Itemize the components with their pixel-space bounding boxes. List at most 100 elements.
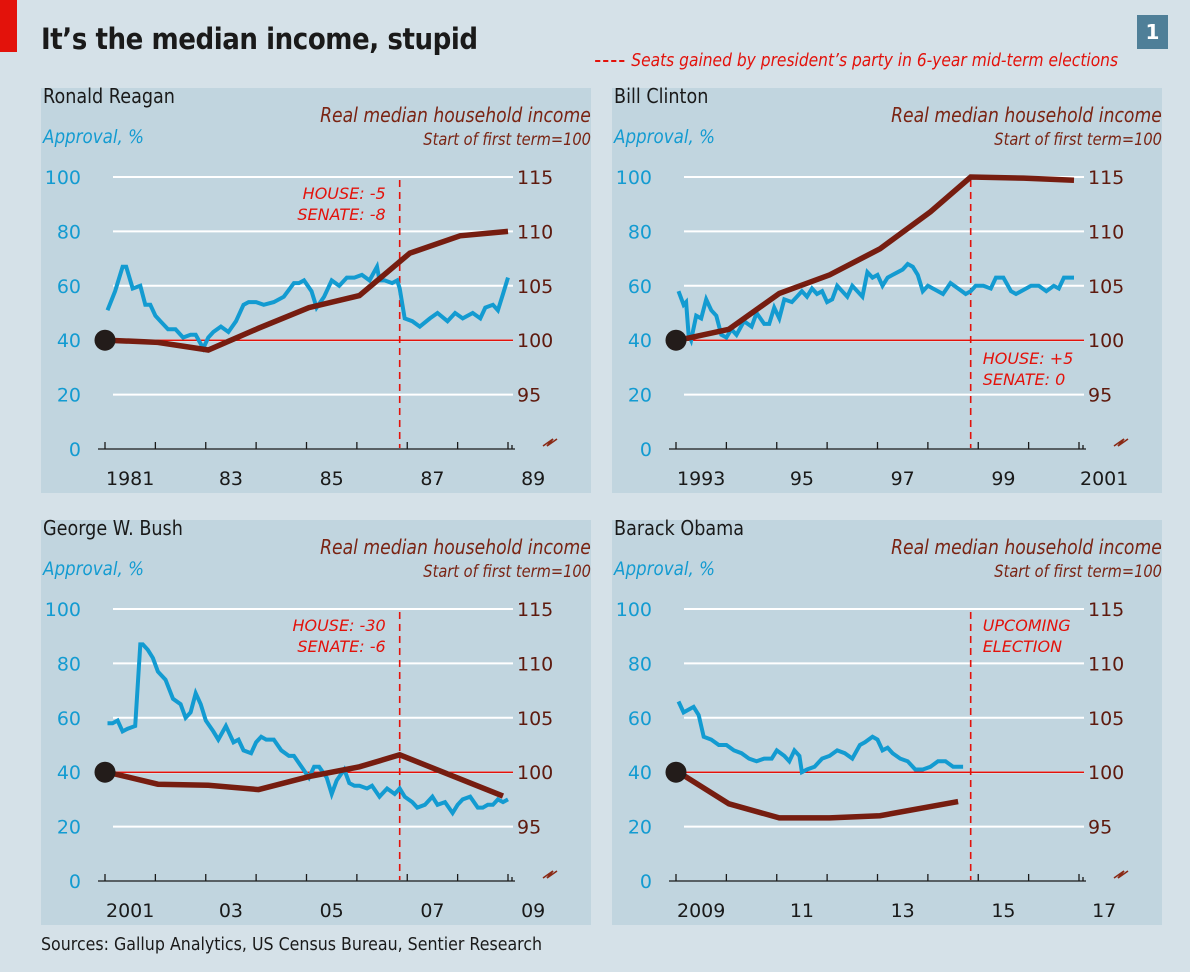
right-tick-label: 95 (517, 385, 541, 407)
election-annotation: HOUSE: -5 (303, 184, 386, 203)
right-tick-label: 105 (1088, 276, 1124, 298)
x-tick-label: 17 (1092, 900, 1116, 922)
right-tick-label: 110 (517, 653, 553, 675)
left-tick-label: 60 (57, 276, 81, 298)
income-axis-label: Real median household income (891, 535, 1162, 559)
panel-reagan: Ronald Reagan Approval, % Real median hous… (41, 84, 591, 493)
election-annotation: SENATE: -6 (297, 637, 385, 656)
approval-axis-label: Approval, % (614, 558, 716, 580)
president-name: Barack Obama (614, 516, 745, 540)
left-tick-label: 80 (628, 653, 652, 675)
panel-clinton: Bill Clinton Approval, % Real median house… (612, 84, 1162, 493)
right-tick-label: 100 (517, 762, 553, 784)
x-tick-label: 03 (219, 900, 243, 922)
approval-series-line (107, 642, 509, 817)
brand-bar (0, 0, 17, 52)
income-series-line (107, 228, 509, 353)
election-annotation: HOUSE: +5 (983, 349, 1074, 368)
election-annotation: SENATE: -8 (297, 205, 385, 224)
approval-axis-label: Approval, % (43, 558, 145, 580)
left-tick-label: 20 (57, 817, 81, 839)
left-tick-label: 40 (57, 330, 81, 352)
election-annotation: HOUSE: -30 (292, 616, 385, 635)
election-annotation: UPCOMING (983, 616, 1071, 635)
income-axis-label: Real median household income (891, 103, 1162, 127)
left-tick-label: 40 (57, 762, 81, 784)
right-tick-label: 100 (1088, 330, 1124, 352)
right-tick-label: 115 (517, 599, 553, 621)
right-tick-label: 115 (1088, 167, 1124, 189)
income-series-line (677, 769, 959, 821)
left-tick-label: 0 (69, 439, 81, 461)
left-tick-label: 20 (628, 385, 652, 407)
x-tick-label: 97 (891, 468, 915, 490)
x-tick-label: 07 (420, 900, 444, 922)
approval-series-line (105, 260, 510, 353)
right-tick-label: 95 (1088, 385, 1112, 407)
x-tick-label: 11 (790, 900, 814, 922)
axis-break-icon (542, 438, 558, 447)
left-tick-label: 100 (616, 599, 652, 621)
x-tick-label: 2001 (1080, 468, 1128, 490)
income-axis-sublabel: Start of first term=100 (994, 130, 1162, 150)
left-tick-label: 20 (57, 385, 81, 407)
right-tick-label: 115 (1088, 599, 1124, 621)
legend-label: Seats gained by president’s party in 6-y… (631, 50, 1118, 71)
income-axis-sublabel: Start of first term=100 (423, 562, 591, 582)
president-name: Ronald Reagan (43, 84, 175, 108)
left-tick-label: 100 (616, 167, 652, 189)
right-tick-label: 105 (1088, 708, 1124, 730)
sources-note: Sources: Gallup Analytics, US Census Bur… (41, 934, 543, 955)
x-tick-label: 1981 (106, 468, 154, 490)
income-axis-label: Real median household income (320, 103, 591, 127)
x-tick-label: 05 (320, 900, 344, 922)
approval-axis-label: Approval, % (43, 126, 145, 148)
income-axis-label: Real median household income (320, 535, 591, 559)
left-tick-label: 80 (57, 221, 81, 243)
right-tick-label: 100 (517, 330, 553, 352)
start-marker (665, 329, 687, 351)
x-tick-label: 2009 (677, 900, 725, 922)
income-axis-sublabel: Start of first term=100 (994, 562, 1162, 582)
legend-dashed-line-icon (595, 60, 625, 62)
election-annotation: ELECTION (983, 637, 1062, 656)
right-tick-label: 115 (517, 167, 553, 189)
x-tick-label: 1993 (677, 468, 725, 490)
left-tick-label: 60 (628, 276, 652, 298)
left-tick-label: 0 (640, 439, 652, 461)
left-tick-label: 60 (628, 708, 652, 730)
x-tick-label: 15 (991, 900, 1015, 922)
plot-area: 0 20 40 60 80 100 95 100 105 110 115 1993 95 97 99 2001… (616, 167, 1129, 490)
approval-axis-label: Approval, % (614, 126, 716, 148)
x-tick-label: 2001 (106, 900, 154, 922)
right-tick-label: 110 (517, 221, 553, 243)
left-tick-label: 0 (640, 871, 652, 893)
panel-bush: George W. Bush Approval, % Real median hou… (41, 516, 591, 925)
axis-break-icon (1113, 438, 1129, 447)
x-tick-label: 89 (521, 468, 545, 490)
plot-area: 0 20 40 60 80 100 95 100 105 110 115 2001 03 05 07 09 HO… (45, 599, 558, 922)
approval-series-line (676, 261, 1074, 347)
left-tick-label: 80 (57, 653, 81, 675)
plot-area: 0 20 40 60 80 100 95 100 105 110 115 2009 11 13 15 17 UP… (616, 599, 1129, 922)
right-tick-label: 110 (1088, 221, 1124, 243)
income-series-line (677, 174, 1075, 343)
income-axis-sublabel: Start of first term=100 (423, 130, 591, 150)
left-tick-label: 100 (45, 167, 81, 189)
right-tick-label: 95 (1088, 817, 1112, 839)
x-tick-label: 13 (891, 900, 915, 922)
right-tick-label: 105 (517, 708, 553, 730)
left-tick-label: 40 (628, 330, 652, 352)
axis-break-icon (1113, 870, 1129, 879)
president-name: Bill Clinton (614, 84, 709, 108)
right-tick-label: 105 (517, 276, 553, 298)
start-marker (94, 761, 116, 783)
right-tick-label: 100 (1088, 762, 1124, 784)
left-tick-label: 0 (69, 871, 81, 893)
left-tick-label: 80 (628, 221, 652, 243)
right-tick-label: 95 (517, 817, 541, 839)
x-tick-label: 87 (420, 468, 444, 490)
plot-area: 0 20 40 60 80 100 95 100 105 110 115 1981 83 85 87 89 HO… (45, 167, 558, 490)
left-tick-label: 100 (45, 599, 81, 621)
x-tick-label: 83 (219, 468, 243, 490)
